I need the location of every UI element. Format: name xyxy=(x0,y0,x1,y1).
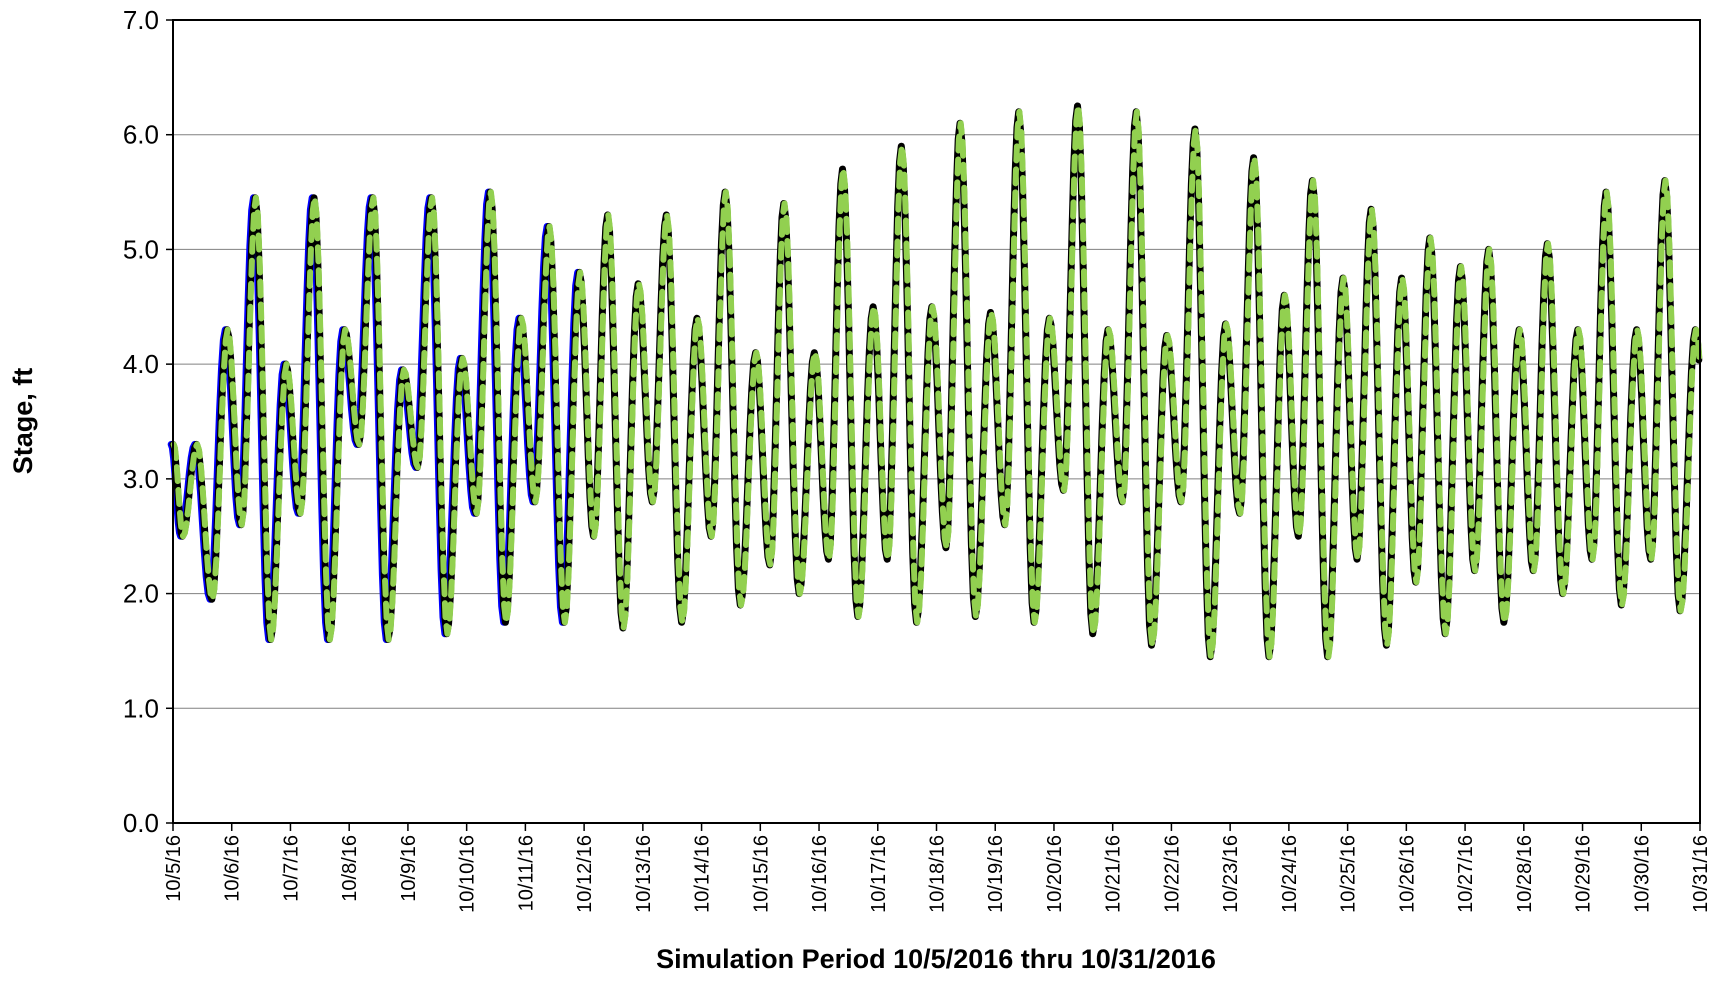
x-tick-label-13: 10/18/16 xyxy=(927,835,949,913)
y-tick-label-4: 4.0 xyxy=(123,349,159,379)
y-tick-label-1: 1.0 xyxy=(123,693,159,723)
x-tick-label-14: 10/19/16 xyxy=(985,835,1007,913)
y-tick-label-5: 5.0 xyxy=(123,234,159,264)
x-tick-label-21: 10/26/16 xyxy=(1396,835,1418,913)
x-axis-title: Simulation Period 10/5/2016 thru 10/31/2… xyxy=(656,944,1216,974)
x-tick-label-16: 10/21/16 xyxy=(1103,835,1125,913)
x-tick-label-10: 10/15/16 xyxy=(750,835,772,913)
x-tick-label-19: 10/24/16 xyxy=(1279,835,1301,913)
x-tick-label-25: 10/30/16 xyxy=(1631,835,1653,913)
y-tick-label-6: 6.0 xyxy=(123,120,159,150)
y-tick-label-2: 2.0 xyxy=(123,579,159,609)
series-group xyxy=(167,102,1703,661)
x-tick-label-6: 10/11/16 xyxy=(515,835,537,911)
x-tick-label-12: 10/17/16 xyxy=(868,835,890,913)
x-tick-label-24: 10/29/16 xyxy=(1573,835,1595,913)
axes: 0.0 1.0 2.0 3.0 4.0 5.0 6.0 7.0 10/5/16 10/6/16 10… xyxy=(123,5,1712,913)
x-tick-label-3: 10/8/16 xyxy=(339,835,361,902)
y-tick-label-7: 7.0 xyxy=(123,5,159,35)
x-tick-label-0: 10/5/16 xyxy=(163,835,185,902)
y-tick-label-0: 0.0 xyxy=(123,808,159,838)
x-tick-label-1: 10/6/16 xyxy=(222,835,244,902)
x-tick-label-7: 10/12/16 xyxy=(574,835,596,913)
x-tick-label-17: 10/22/16 xyxy=(1161,835,1183,913)
x-tick-label-15: 10/20/16 xyxy=(1044,835,1066,913)
x-tick-label-9: 10/14/16 xyxy=(692,835,714,913)
x-tick-label-18: 10/23/16 xyxy=(1220,835,1242,913)
x-tick-label-8: 10/13/16 xyxy=(633,835,655,913)
x-tick-label-4: 10/9/16 xyxy=(398,835,420,902)
x-tick-label-23: 10/28/16 xyxy=(1514,835,1536,913)
series-line-2 xyxy=(170,103,1703,660)
x-tick-label-5: 10/10/16 xyxy=(457,835,479,913)
y-axis-title: Stage, ft xyxy=(8,368,38,475)
x-tick-label-11: 10/16/16 xyxy=(809,835,831,913)
x-tick-label-26: 10/31/16 xyxy=(1690,835,1712,913)
x-tick-label-22: 10/27/16 xyxy=(1455,835,1477,913)
y-tick-label-3: 3.0 xyxy=(123,464,159,494)
x-tick-label-2: 10/7/16 xyxy=(280,835,302,902)
x-tick-label-20: 10/25/16 xyxy=(1338,835,1360,913)
